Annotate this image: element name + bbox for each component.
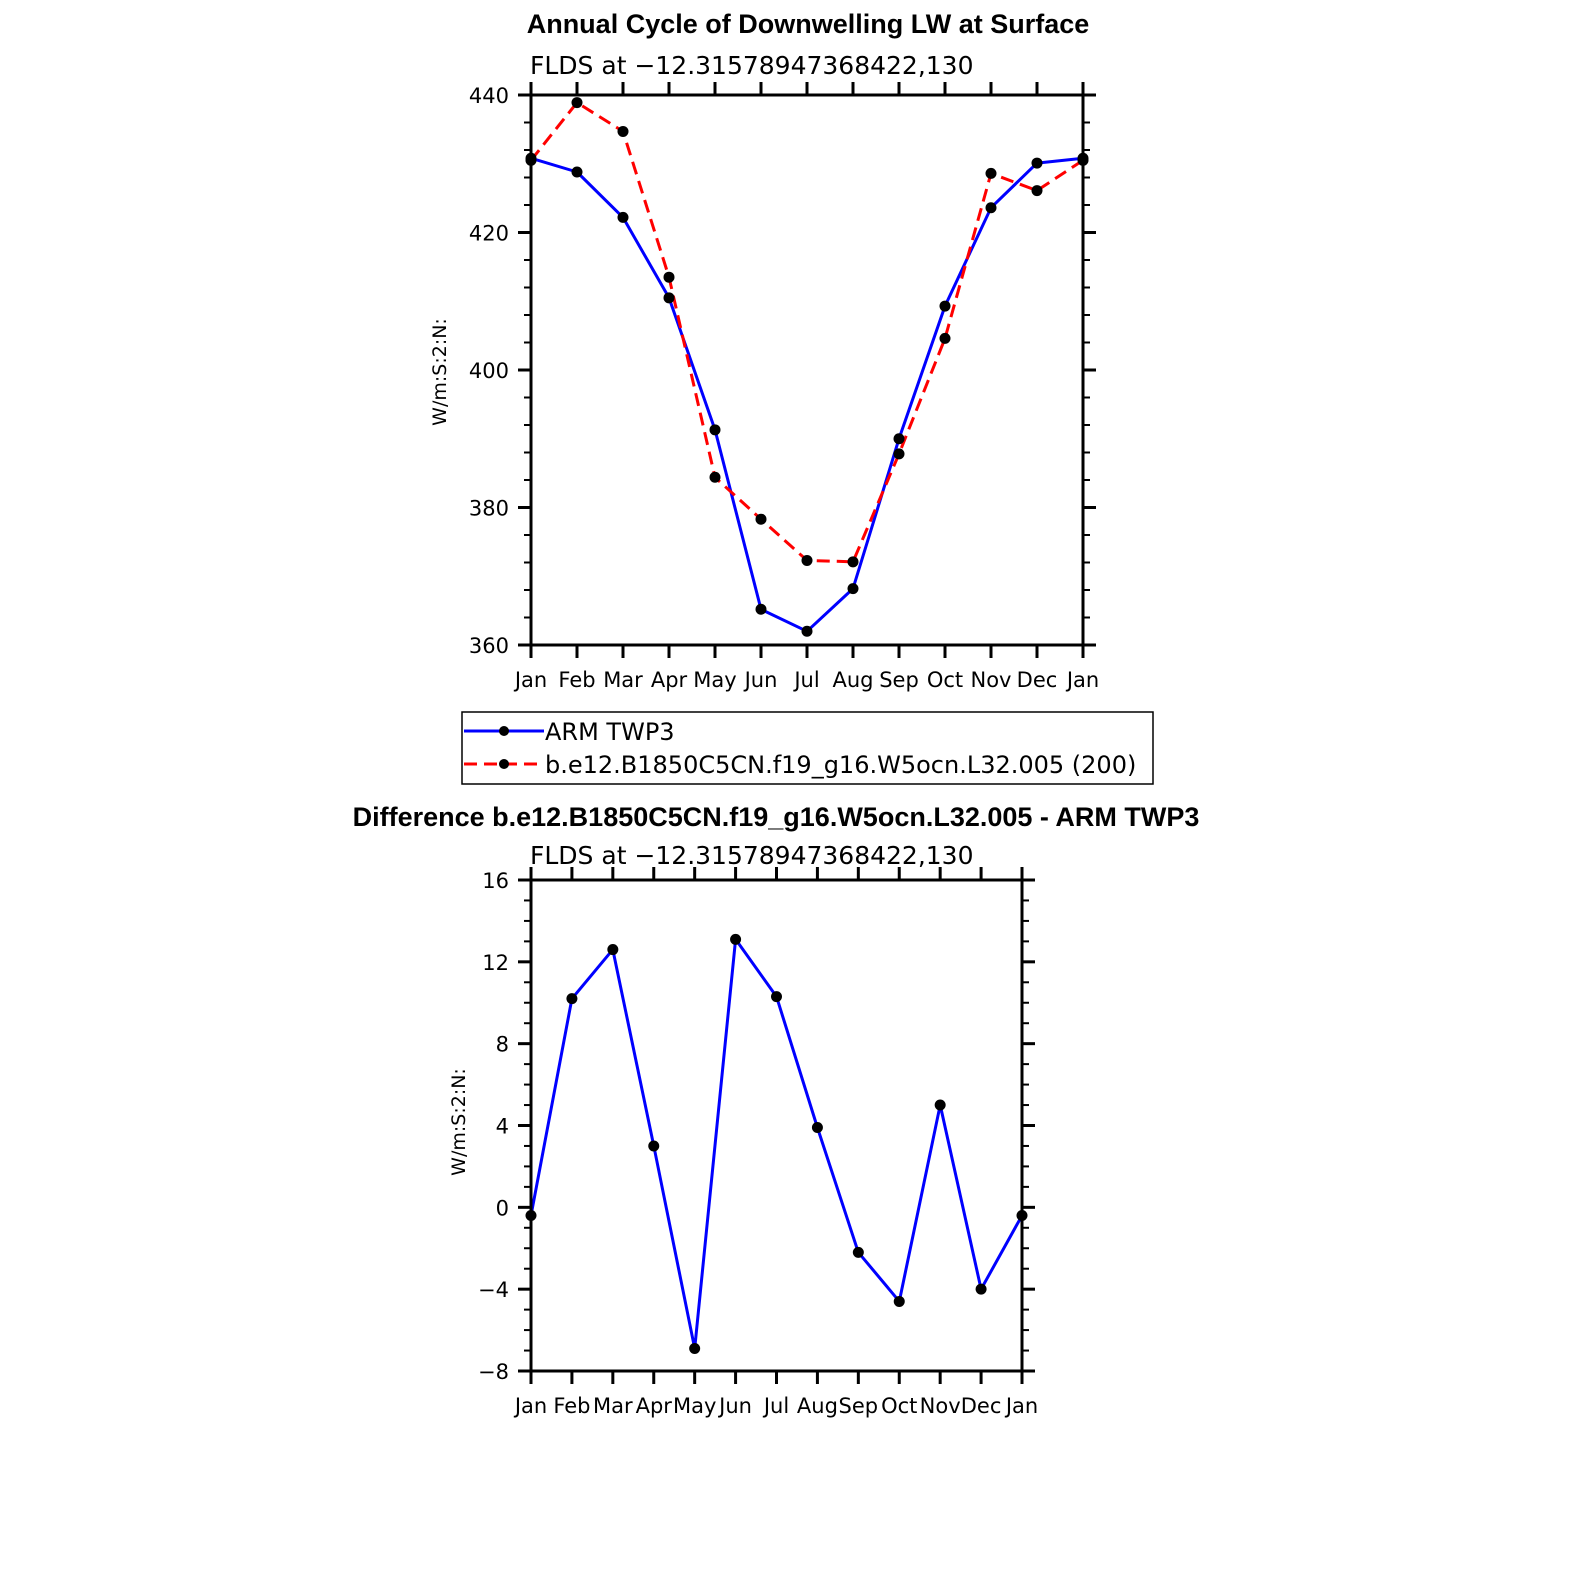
chart2-x-tick-label: Jun — [717, 1394, 752, 1418]
chart1-series-0-point — [571, 166, 583, 178]
chart1-series-1-point — [893, 448, 905, 460]
chart2-x-tick-label: Mar — [593, 1394, 633, 1418]
chart1-series-0-point — [985, 202, 997, 214]
legend-label-arm: ARM TWP3 — [545, 718, 675, 746]
chart1-x-tick-label: Feb — [558, 668, 595, 692]
chart1-series-1-point — [709, 471, 721, 483]
chart1-series — [525, 97, 1089, 637]
chart2-y-tick-labels: −8 −4 0 4 8 12 16 — [478, 869, 509, 1384]
chart1-x-tick-label: Mar — [603, 668, 643, 692]
chart2-x-tick-label: Jan — [513, 1394, 547, 1418]
chart2-title: Difference b.e12.B1850C5CN.f19_g16.W5ocn… — [353, 802, 1200, 832]
chart1-series-1-point — [939, 332, 951, 344]
difference-chart: Difference b.e12.B1850C5CN.f19_g16.W5ocn… — [353, 802, 1200, 1418]
chart2-series-0-point — [811, 1122, 823, 1134]
legend: ARM TWP3 b.e12.B1850C5CN.f19_g16.W5ocn.L… — [461, 711, 1154, 785]
chart1-y-tick-labels: 360 380 400 420 440 — [469, 84, 509, 658]
chart1-series-1-point — [801, 554, 813, 566]
chart2-x-tick-label: Jan — [1004, 1394, 1038, 1418]
chart1-y-tick-label: 420 — [469, 222, 509, 246]
chart1-x-tick-label: Oct — [927, 668, 963, 692]
annual-cycle-chart: Annual Cycle of Downwelling LW at Surfac… — [429, 9, 1099, 692]
chart1-y-tick-label: 440 — [469, 84, 509, 108]
chart2-x-tick-label: May — [673, 1394, 716, 1418]
chart2-x-tick-label: Oct — [881, 1394, 917, 1418]
chart2-subtitle: FLDS at −12.31578947368422,130 — [530, 841, 974, 870]
chart2-series-0-point — [771, 991, 782, 1003]
chart1-series-1-point — [1031, 185, 1043, 197]
chart1-series-1-point — [985, 167, 997, 179]
chart1-y-tick-label: 400 — [469, 359, 509, 383]
chart1-ticks — [518, 82, 1096, 658]
chart2-ticks — [518, 867, 1035, 1384]
chart1-series-0-point — [709, 424, 721, 436]
chart1-y-tick-label: 380 — [469, 497, 509, 521]
chart2-x-tick-labels: Jan Feb Mar Apr May Jun Jul Aug Sep Oct Nov Dec Jan — [513, 1394, 1038, 1418]
chart2-x-tick-label: Dec — [961, 1394, 1002, 1418]
chart2-plot-frame — [529, 878, 1024, 1373]
legend-marker-arm — [499, 726, 509, 736]
chart1-x-tick-label: Sep — [879, 668, 919, 692]
chart2-y-axis-label: W/m:S:2:N: — [448, 1068, 470, 1176]
chart1-series-0-point — [755, 603, 767, 615]
chart1-series-0-point — [617, 211, 629, 223]
chart1-x-tick-label: Jul — [792, 668, 819, 692]
chart2-series — [525, 933, 1028, 1354]
chart1-series-line-1 — [529, 101, 1084, 564]
chart1-series-0-point — [801, 625, 813, 637]
chart1-x-tick-label: Jun — [743, 668, 778, 692]
chart1-series-0-point — [939, 300, 951, 312]
chart1-series-1-point — [847, 556, 859, 568]
chart2-series-0-point — [566, 993, 578, 1005]
chart2-y-tick-label: 8 — [496, 1033, 509, 1057]
chart1-x-tick-labels: Jan Feb Mar Apr May Jun Jul Aug Sep Oct Nov Dec Jan — [513, 668, 1099, 692]
chart2-x-tick-label: Nov — [920, 1394, 961, 1418]
chart2-series-0-point — [975, 1283, 987, 1295]
chart1-x-tick-label: Jan — [1065, 668, 1099, 692]
chart1-series-1-point — [617, 125, 629, 137]
chart1-series-0-point — [893, 433, 905, 445]
chart2-series-0-point — [730, 933, 742, 945]
chart2-y-tick-label: 12 — [482, 951, 509, 975]
chart1-series-1-point — [663, 271, 675, 283]
chart2-x-tick-label: Apr — [636, 1394, 673, 1418]
legend-label-model: b.e12.B1850C5CN.f19_g16.W5ocn.L32.005 (2… — [545, 751, 1136, 779]
chart1-x-tick-label: Apr — [651, 668, 688, 692]
chart2-x-tick-label: Feb — [553, 1394, 590, 1418]
chart1-series-0-point — [1031, 157, 1043, 169]
chart2-y-tick-label: 16 — [482, 869, 509, 893]
chart2-x-tick-label: Jul — [762, 1394, 789, 1418]
chart1-series-0-point — [847, 583, 859, 595]
chart2-series-0-point — [648, 1140, 660, 1152]
chart1-title: Annual Cycle of Downwelling LW at Surfac… — [527, 9, 1090, 39]
chart1-y-axis-label: W/m:S:2:N: — [429, 318, 451, 426]
chart1-x-tick-label: Aug — [832, 668, 873, 692]
chart2-series-0-point — [893, 1295, 905, 1307]
chart1-series-1-point — [571, 97, 583, 109]
chart2-y-tick-label: −8 — [478, 1360, 509, 1384]
chart1-subtitle: FLDS at −12.31578947368422,130 — [530, 51, 974, 80]
chart1-x-tick-label: May — [693, 668, 736, 692]
chart2-series-0-point — [607, 944, 619, 956]
chart2-x-tick-label: Aug — [797, 1394, 838, 1418]
legend-marker-model — [499, 759, 509, 769]
chart1-y-tick-label: 360 — [469, 634, 509, 658]
chart1-x-tick-label: Dec — [1017, 668, 1058, 692]
chart2-series-0-point — [852, 1246, 864, 1258]
chart1-x-tick-label: Nov — [971, 668, 1012, 692]
chart2-y-tick-label: 4 — [496, 1115, 509, 1139]
chart1-x-tick-label: Jan — [513, 668, 547, 692]
chart2-series-0-point — [934, 1099, 946, 1111]
chart2-y-tick-label: −4 — [478, 1278, 509, 1302]
legend-box — [461, 711, 1154, 785]
chart2-series-0-point — [689, 1342, 701, 1354]
chart2-x-tick-label: Sep — [839, 1394, 879, 1418]
chart1-plot-frame — [529, 93, 1085, 647]
chart1-series-1-point — [755, 513, 767, 525]
chart1-series-0-point — [663, 292, 675, 304]
chart2-y-tick-label: 0 — [496, 1196, 509, 1220]
